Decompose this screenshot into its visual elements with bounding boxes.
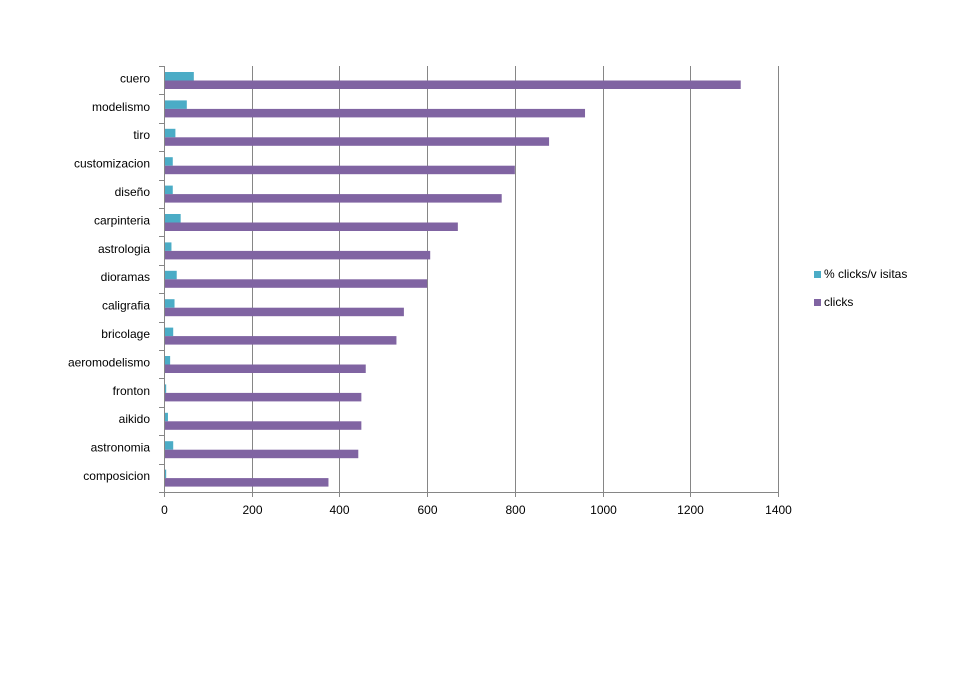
category-label: aeromodelismo [68,355,150,369]
category-label: cuero [120,71,150,85]
bar-clicks [165,279,428,288]
category-label: tiro [133,128,150,142]
category-label: astrologia [98,242,150,256]
bar-pct-clicks-visitas [165,327,174,337]
x-tick-label: 1400 [765,503,792,517]
category-label: fronton [113,384,150,398]
x-tick-label: 600 [417,503,437,517]
x-tick-label: 200 [242,503,262,517]
x-tick-label: 800 [505,503,525,517]
bar-clicks [165,336,397,345]
bar-clicks [165,222,458,231]
bar-pct-clicks-visitas [165,384,167,393]
bar-pct-clicks-visitas [165,242,172,251]
bar-pct-clicks-visitas [165,72,194,81]
gridlines [252,66,779,492]
category-label: customizacion [74,157,150,171]
x-tick-labels: 0 200 400 600 800 1000 1200 1400 [161,503,792,517]
x-tick-label: 1000 [590,503,617,517]
bars [165,72,741,487]
category-label: carpinteria [94,213,150,227]
bar-pct-clicks-visitas [165,157,173,166]
legend-swatch [814,271,821,278]
bar-clicks [165,307,404,317]
legend-label: % clicks/v isitas [824,267,907,281]
category-label: astronomia [91,441,151,455]
bar-pct-clicks-visitas [165,356,171,365]
bar-clicks [165,478,329,487]
bar-clicks [165,250,431,260]
bar-clicks [165,392,362,402]
category-labels: cuero modelismo tiro customizacion diseño car… [68,71,150,483]
category-label: caligrafia [102,299,150,313]
bar-pct-clicks-visitas [165,270,177,280]
category-label: modelismo [92,100,150,114]
category-label: dioramas [101,270,150,284]
x-tick-label: 400 [329,503,349,517]
legend: % clicks/v isitas clicks [814,267,907,309]
bar-pct-clicks-visitas [165,412,168,422]
bar-pct-clicks-visitas [165,469,167,479]
legend-label: clicks [824,295,853,309]
bar-pct-clicks-visitas [165,214,181,223]
bar-pct-clicks-visitas [165,299,175,308]
bar-clicks [165,108,586,118]
bar-pct-clicks-visitas [165,128,176,138]
bar-pct-clicks-visitas [165,100,187,109]
x-tick-label: 0 [161,503,168,517]
axes [159,66,779,497]
bar-clicks [165,165,515,175]
category-label: aikido [119,412,151,426]
bar-clicks [165,137,550,146]
bar-clicks [165,80,741,89]
bar-pct-clicks-visitas [165,185,173,195]
category-label: composicion [83,469,150,483]
bar-clicks [165,421,362,430]
bar-clicks [165,449,359,459]
x-tick-label: 1200 [677,503,704,517]
bar-pct-clicks-visitas [165,441,174,450]
bar-clicks [165,364,366,373]
legend-swatch [814,299,821,306]
bar-clicks [165,194,502,203]
category-label: bricolage [101,327,150,341]
category-label: diseño [115,185,151,199]
